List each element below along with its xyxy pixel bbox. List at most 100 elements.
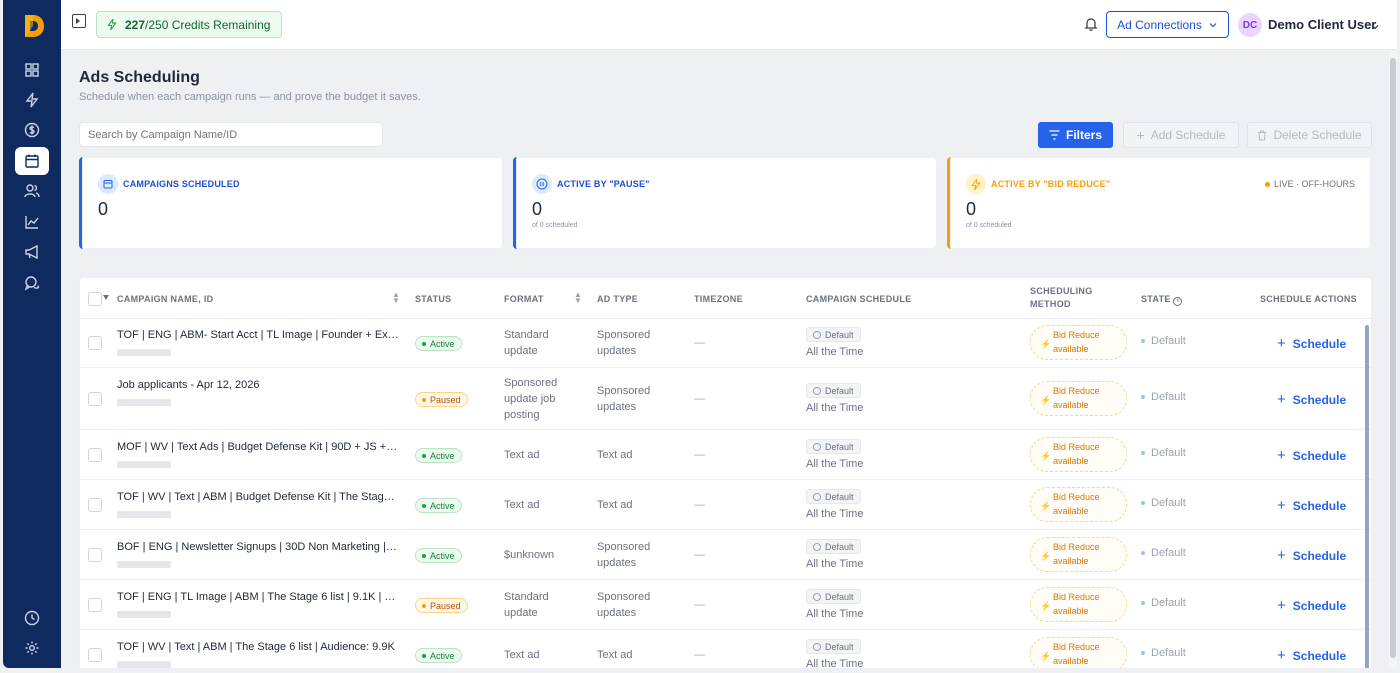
campaign-id-redacted [117,399,171,406]
schedule-button[interactable]: + Schedule [1277,447,1346,464]
lightning-icon[interactable] [15,86,49,114]
schedule-button[interactable]: + Schedule [1277,597,1346,614]
gear-icon[interactable] [15,634,49,662]
schedule-text: All the Time [806,346,864,358]
row-checkbox[interactable] [88,548,102,562]
state-indicator: Default [1141,547,1186,559]
add-schedule-button[interactable]: + Add Schedule [1123,122,1239,148]
ad-type-text: Text ad [597,499,633,511]
clock-icon [813,386,821,395]
lightning-icon: ⚡ [1040,451,1052,461]
sort-icon[interactable]: ▲ ▼ [574,290,582,305]
dollar-icon[interactable] [15,116,49,144]
plus-icon: + [1277,547,1286,564]
table-row[interactable]: TOF | ENG | ABM- Start Acct | TL Image |… [80,318,1371,368]
sort-icon[interactable]: ▲ ▼ [392,290,400,305]
bid-reduce-sub: available [1053,344,1089,354]
history-icon[interactable] [15,604,49,632]
page-scrollbar-thumb[interactable] [1390,58,1396,658]
calendar-icon[interactable] [15,147,49,175]
ad-type-text: Sponsored updates [597,591,651,619]
bid-reduce-method[interactable]: ⚡ Bid Reduce available [1030,537,1127,572]
state-indicator: Default [1141,497,1186,509]
ad-connections-button[interactable]: Ad Connections [1106,11,1229,38]
table-row[interactable]: TOF | ENG | TL Image | ABM | The Stage 6… [80,580,1371,630]
campaign-name[interactable]: TOF | WV | Text | ABM | The Stage 6 list… [117,641,395,653]
chart-icon[interactable] [15,208,49,236]
schedule-button[interactable]: + Schedule [1277,547,1346,564]
bid-reduce-method[interactable]: ⚡ Bid Reduce available [1030,437,1127,472]
schedule-text: All the Time [806,658,864,668]
table-row[interactable]: BOF | ENG | Newsletter Signups | 30D Non… [80,530,1371,580]
campaign-name[interactable]: Job applicants - Apr 12, 2026 [117,379,260,391]
schedule-button-label: Schedule [1292,598,1347,613]
schedule-button[interactable]: + Schedule [1277,391,1346,408]
campaign-name[interactable]: MOF | WV | Text Ads | Budget Defense Kit… [117,441,399,453]
avatar[interactable]: DC [1238,13,1262,37]
col-campaign-name[interactable]: CAMPAIGN NAME, ID [117,294,214,304]
table-row[interactable]: TOF | WV | Text | ABM | The Stage 6 list… [80,630,1371,668]
bid-reduce-method[interactable]: ⚡ Bid Reduce available [1030,587,1127,622]
chat-icon[interactable] [15,269,49,297]
stat-card-label: ACTIVE BY "PAUSE" [557,179,650,189]
audience-icon[interactable] [15,177,49,205]
status-badge: Paused [415,392,468,407]
info-icon[interactable]: i [1173,297,1183,306]
status-text: Active [430,500,455,511]
row-checkbox[interactable] [88,598,102,612]
row-checkbox[interactable] [88,648,102,662]
timezone-text: — [694,649,705,661]
user-name[interactable]: Demo Client User [1268,17,1377,32]
row-checkbox[interactable] [88,448,102,462]
campaign-name[interactable]: TOF | WV | Text | ABM | Budget Defense K… [117,491,399,503]
chevron-down-icon[interactable] [1370,19,1380,30]
schedule-pill-text: Default [825,541,854,552]
campaign-id-redacted [117,349,171,356]
table-row[interactable]: MOF | WV | Text Ads | Budget Defense Kit… [80,430,1371,480]
status-badge: Active [415,336,462,351]
select-all-checkbox[interactable] [88,292,102,306]
table-row[interactable]: TOF | WV | Text | ABM | Budget Defense K… [80,480,1371,530]
state-text: Default [1151,547,1186,559]
bid-reduce-method[interactable]: ⚡ Bid Reduce available [1030,381,1127,416]
bell-icon[interactable] [1083,16,1099,32]
schedule-button-label: Schedule [1292,392,1347,407]
schedule-text: All the Time [806,402,864,414]
bid-reduce-label: Bid Reduce [1053,330,1100,340]
bid-reduce-method[interactable]: ⚡ Bid Reduce available [1030,487,1127,522]
stat-card-sub: of 0 scheduled [532,222,578,229]
status-text: Paused [430,394,461,405]
row-checkbox[interactable] [88,392,102,406]
schedule-button[interactable]: + Schedule [1277,497,1346,514]
schedule-button[interactable]: + Schedule [1277,335,1346,352]
megaphone-icon[interactable] [15,238,49,266]
sidebar-toggle-icon[interactable] [72,14,86,28]
page-subtitle: Schedule when each campaign runs — and p… [79,91,421,103]
clock-icon [813,592,821,601]
caret-down-icon[interactable] [103,295,109,300]
schedule-button[interactable]: + Schedule [1277,647,1346,664]
row-checkbox[interactable] [88,336,102,350]
bid-reduce-method[interactable]: ⚡ Bid Reduce available [1030,325,1127,360]
schedule-default-pill: Default [806,383,861,398]
stat-card-campaigns-scheduled: CAMPAIGNS SCHEDULED 0 [79,157,503,249]
bid-reduce-label: Bid Reduce [1053,592,1100,602]
table-row[interactable]: Job applicants - Apr 12, 2026 Paused Spons… [80,368,1371,430]
dashboard-icon[interactable] [15,56,49,84]
col-format[interactable]: FORMAT [504,294,544,304]
campaign-name[interactable]: BOF | ENG | Newsletter Signups | 30D Non… [117,541,399,553]
campaign-name[interactable]: TOF | ENG | TL Image | ABM | The Stage 6… [117,591,399,603]
page-scrollbar[interactable] [1389,50,1397,668]
col-scheduling-method: SCHEDULING METHOD [1030,285,1093,311]
row-checkbox[interactable] [88,498,102,512]
filters-button[interactable]: Filters [1038,122,1113,148]
delete-schedule-button[interactable]: Delete Schedule [1247,122,1372,148]
search-input[interactable] [79,122,383,147]
bid-reduce-label: Bid Reduce [1053,542,1100,552]
campaign-name[interactable]: TOF | ENG | ABM- Start Acct | TL Image |… [117,329,399,341]
lightning-icon [107,19,117,30]
table-scrollbar[interactable] [1365,325,1369,668]
bid-reduce-method[interactable]: ⚡ Bid Reduce available [1030,637,1127,668]
status-text: Active [430,550,455,561]
app-logo[interactable] [23,14,45,38]
